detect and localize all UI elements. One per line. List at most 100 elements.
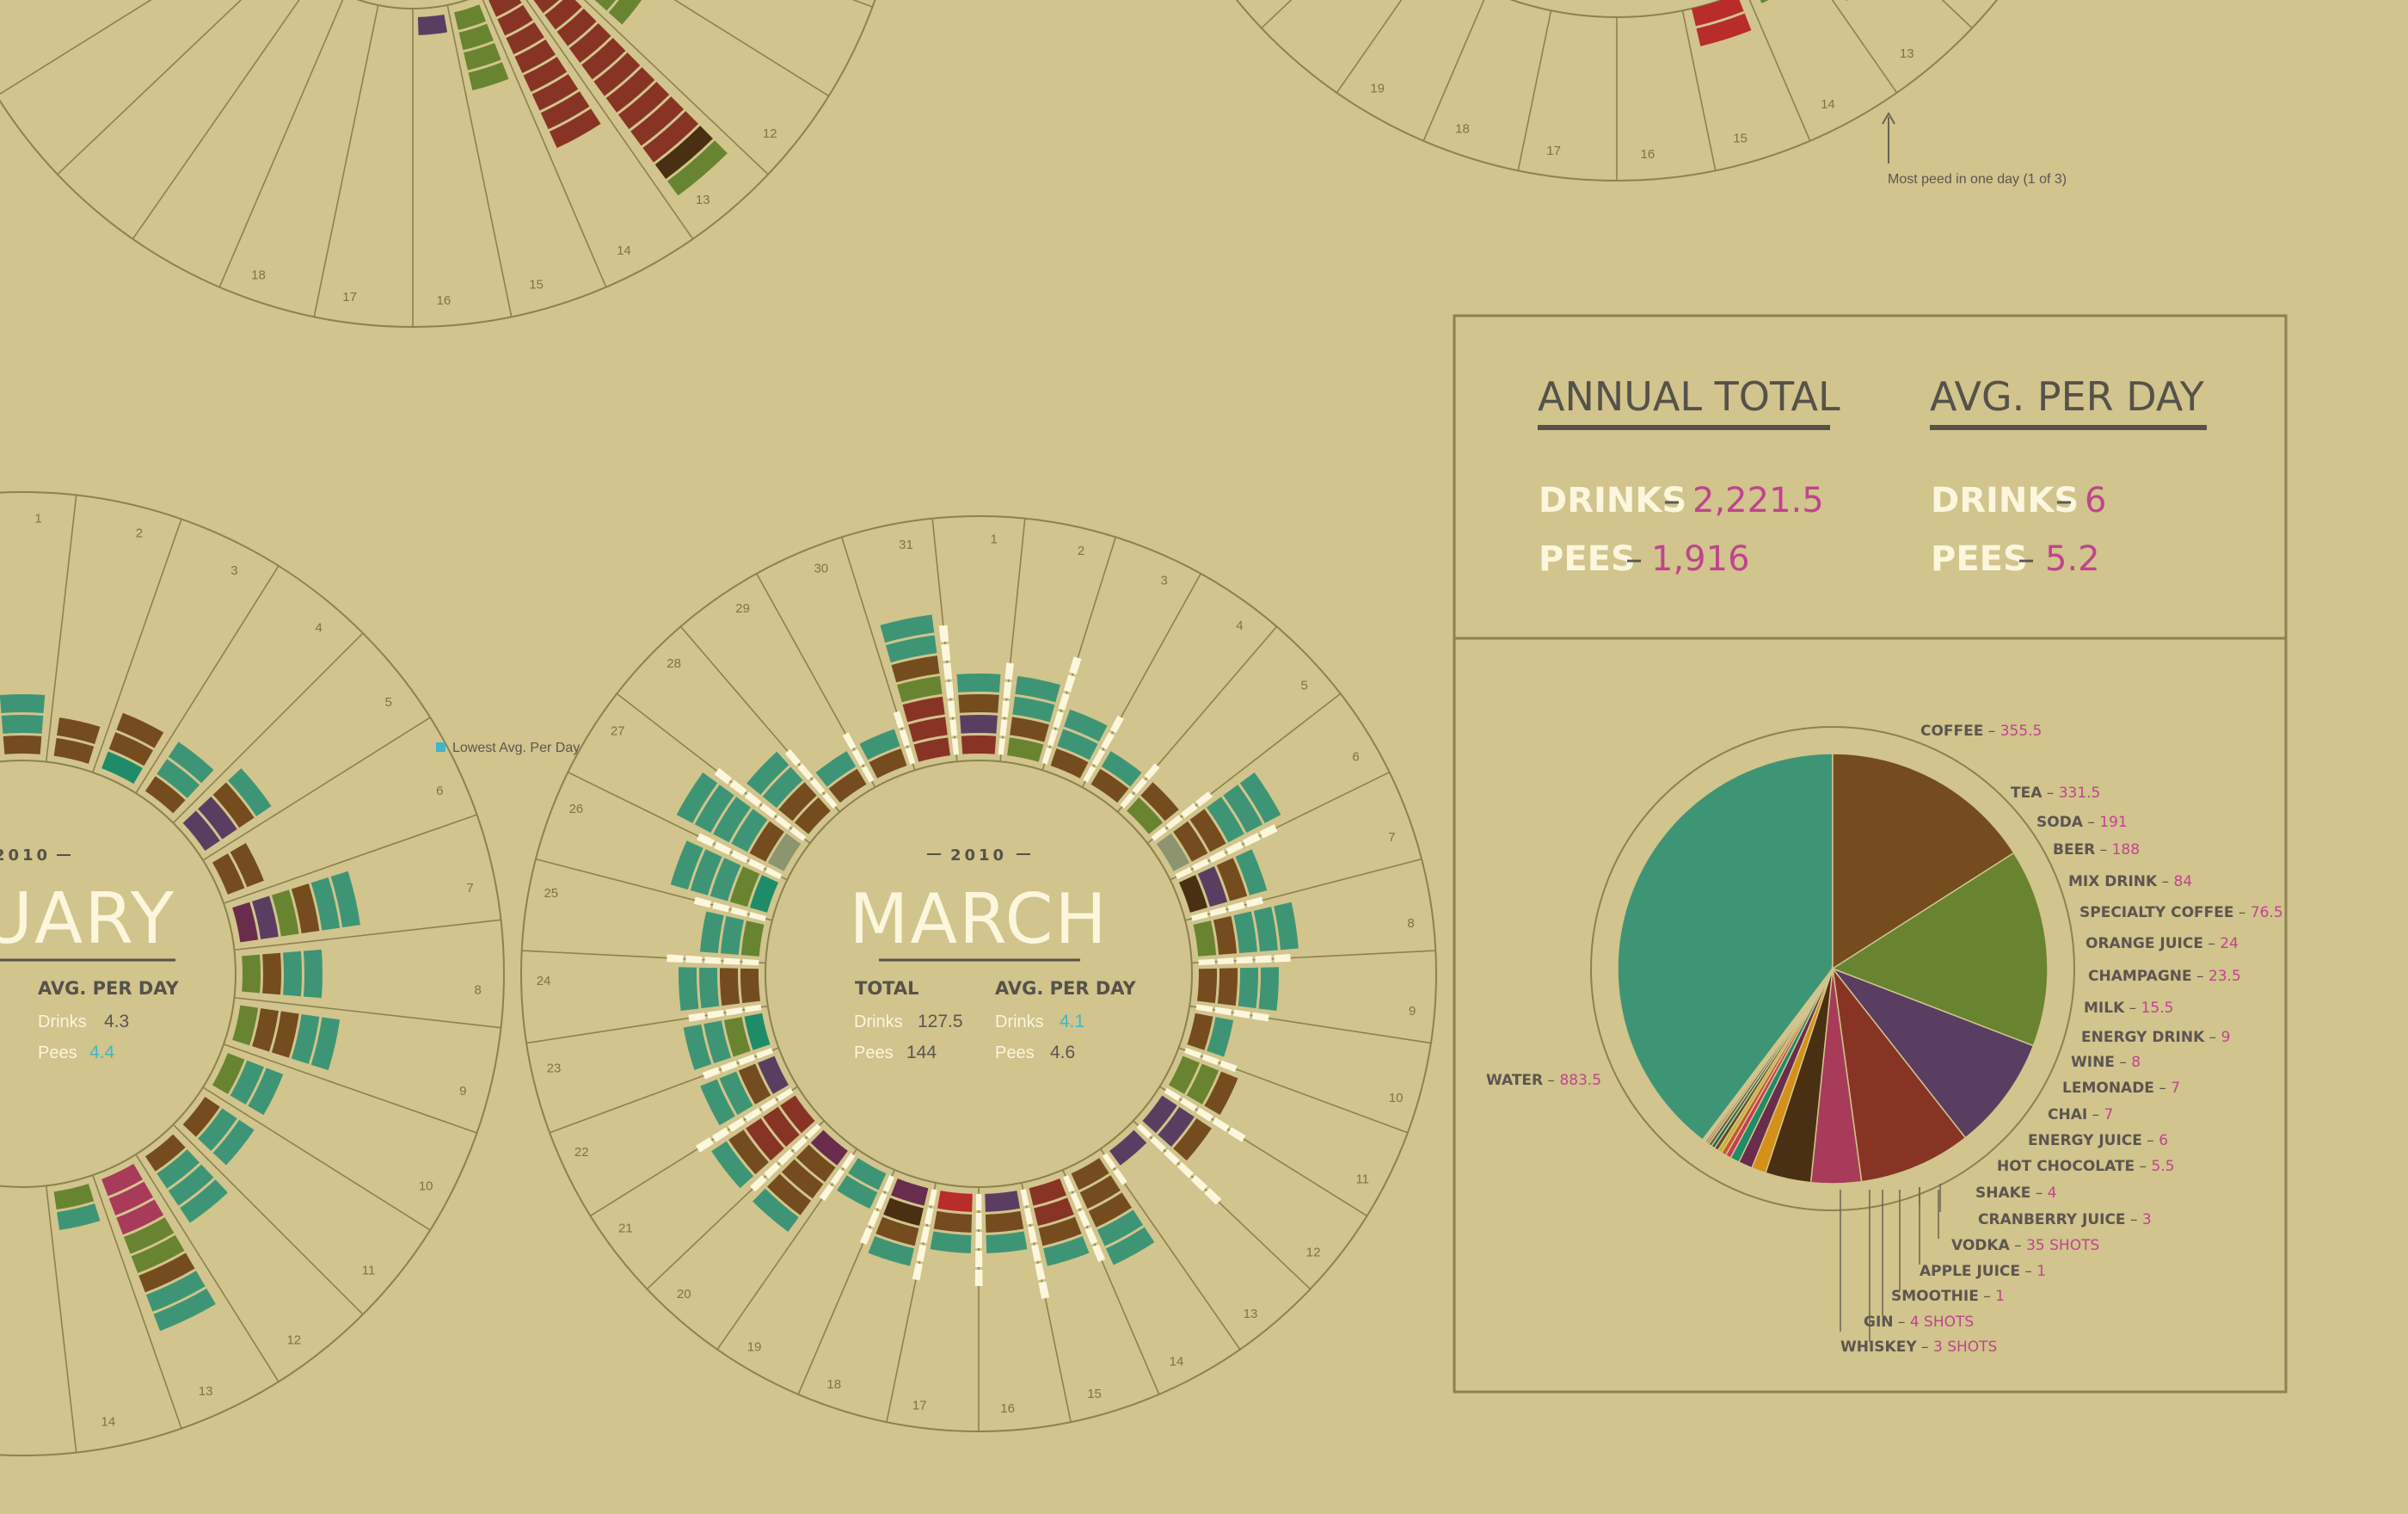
pee-marker — [742, 958, 759, 966]
pee-marker — [1175, 866, 1193, 879]
day-label: 14 — [1821, 97, 1835, 112]
pee-marker — [1031, 1244, 1041, 1262]
drink-segment — [101, 751, 143, 785]
pee-marker — [1027, 1226, 1038, 1244]
pee-marker — [774, 815, 792, 830]
day-divider — [172, 1123, 364, 1315]
drink-segment — [1213, 915, 1238, 955]
day-label: 7 — [466, 881, 473, 895]
pie-label: WATER – 883.5 — [1486, 1072, 1601, 1089]
pie-label-dash: – — [2157, 873, 2173, 890]
pee-marker — [1070, 1192, 1083, 1210]
drink-segment — [700, 1079, 735, 1126]
drink-segment — [138, 1252, 195, 1293]
day-label: 16 — [1000, 1401, 1015, 1416]
avg-pees-dash: – — [2018, 539, 2035, 579]
march-avg-drinks-label: Drinks — [995, 1012, 1044, 1031]
drink-segment — [666, 140, 728, 196]
pee-marker — [1132, 778, 1148, 795]
pie-label: GIN – 4 SHOTS — [1864, 1314, 1974, 1331]
pee-marker — [1144, 763, 1160, 780]
pie-label-value: 4 SHOTS — [1910, 1314, 1974, 1331]
peak-annotation-arrowhead — [1882, 112, 1895, 125]
march-title: MARCH — [849, 879, 1108, 959]
pie-label-name: MILK — [2084, 1000, 2125, 1017]
pie-label: BEER – 188 — [2053, 841, 2140, 859]
drink-segment — [1142, 1095, 1177, 1134]
day-divider — [92, 519, 182, 773]
drink-segment — [230, 1060, 264, 1105]
drink-segment — [1239, 772, 1281, 823]
day-divider — [45, 1185, 77, 1453]
drink-segment — [608, 0, 642, 25]
pie-label-value: 35 SHOTS — [2026, 1237, 2099, 1254]
pie-label-name: ENERGY JUICE — [2028, 1132, 2142, 1149]
march-avg-pees: 4.6 — [1050, 1043, 1075, 1062]
day-divider — [223, 1043, 477, 1134]
pee-marker — [1259, 824, 1278, 839]
pee-marker — [744, 1107, 762, 1123]
drink-segment — [780, 1095, 815, 1134]
drink-segment — [719, 1071, 753, 1116]
pie-label-dash: – — [2192, 968, 2208, 985]
pie-label-name: WHISKEY — [1840, 1339, 1917, 1356]
day-label: 13 — [199, 1384, 213, 1399]
drink-segment — [549, 108, 601, 149]
pie-label-dash: – — [2095, 841, 2111, 859]
day-divider — [202, 1086, 431, 1231]
drink-segment — [1178, 875, 1208, 913]
drink-segment — [749, 875, 779, 913]
pee-marker — [1091, 748, 1106, 766]
pie-label: ENERGY JUICE – 6 — [2028, 1132, 2168, 1149]
avg-drinks-value: 6 — [2085, 481, 2106, 520]
march-avg-drinks: 4.1 — [1060, 1012, 1084, 1031]
drink-segment — [746, 751, 789, 795]
peak-annotation: Most peed in one day (1 of 3) — [1882, 112, 2067, 187]
drink-segment — [157, 759, 200, 798]
drink-segment — [1169, 1055, 1200, 1094]
drink-segment — [1187, 1012, 1213, 1050]
annual-drinks-value: 2,221.5 — [1692, 481, 1824, 520]
drink-segment — [1692, 0, 1744, 27]
avg-pees-value: 5.2 — [2045, 539, 2100, 579]
drink-segment — [961, 735, 997, 754]
pie-slice-beer — [1831, 966, 1967, 1183]
drink-segment — [766, 1173, 812, 1216]
pee-marker — [1023, 1207, 1034, 1225]
pee-marker — [1208, 849, 1227, 864]
drink-segment — [1109, 1129, 1147, 1166]
day-label: 23 — [547, 1062, 562, 1076]
day-label: 6 — [436, 784, 443, 798]
pee-marker — [1084, 1227, 1098, 1245]
pee-marker — [666, 954, 684, 963]
pie-label-dash: – — [2124, 1000, 2141, 1017]
drink-segment — [713, 797, 752, 843]
annual-total-heading: ANNUAL TOTAL — [1538, 373, 1840, 420]
day-divider — [525, 0, 694, 240]
drink-segment — [108, 1181, 154, 1216]
pee-marker — [875, 1192, 888, 1210]
pee-marker — [759, 803, 777, 819]
pie-label-dash: – — [2115, 1054, 2131, 1071]
day-label: 10 — [419, 1179, 433, 1193]
day-label: 28 — [666, 656, 681, 671]
drink-segment — [230, 842, 264, 888]
day-label: 5 — [1301, 678, 1308, 692]
pee-marker — [1078, 1209, 1090, 1228]
pee-marker — [924, 1207, 934, 1225]
pee-marker — [1069, 656, 1082, 675]
march-total-drinks: 127.5 — [918, 1012, 963, 1031]
drink-segment — [1071, 1158, 1109, 1191]
pee-marker — [1274, 954, 1291, 963]
day-divider — [1748, 0, 1811, 142]
drink-segment — [242, 954, 261, 994]
pee-marker — [764, 1162, 781, 1179]
pee-marker — [1195, 791, 1213, 807]
pie-label-name: SHAKE — [1975, 1185, 2030, 1202]
day-label: 13 — [1900, 46, 1914, 61]
day-label: 24 — [537, 974, 551, 988]
pie-label: COFFEE – 355.5 — [1920, 723, 2042, 740]
drink-segment — [654, 126, 713, 180]
